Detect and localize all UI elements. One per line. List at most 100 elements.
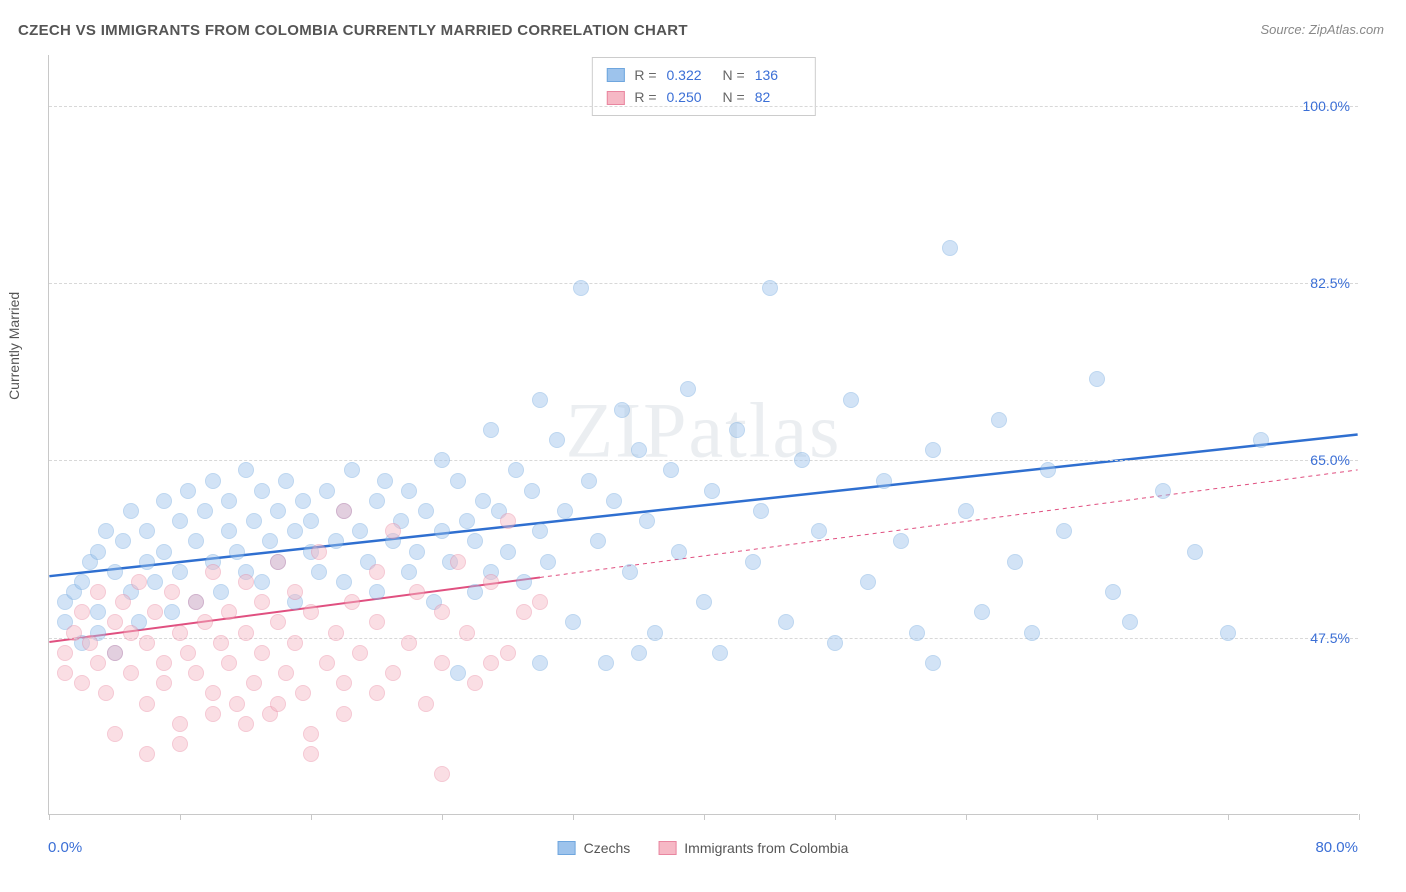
scatter-point [631,645,647,661]
x-tick [442,814,443,820]
scatter-point [500,645,516,661]
scatter-point [74,604,90,620]
scatter-point [90,544,106,560]
scatter-point [459,513,475,529]
scatter-point [639,513,655,529]
scatter-point [188,665,204,681]
scatter-point [139,746,155,762]
scatter-point [369,493,385,509]
scatter-point [205,706,221,722]
scatter-point [164,584,180,600]
scatter-point [450,473,466,489]
scatter-point [876,473,892,489]
scatter-point [532,392,548,408]
scatter-point [500,513,516,529]
scatter-point [238,716,254,732]
scatter-point [647,625,663,641]
scatter-point [221,493,237,509]
scatter-point [238,625,254,641]
scatter-point [606,493,622,509]
source-label: Source: ZipAtlas.com [1260,22,1384,37]
scatter-point [958,503,974,519]
scatter-point [352,645,368,661]
scatter-point [385,665,401,681]
scatter-point [344,594,360,610]
scatter-point [893,533,909,549]
scatter-point [213,635,229,651]
scatter-point [328,533,344,549]
scatter-point [467,675,483,691]
scatter-point [434,655,450,671]
scatter-point [311,564,327,580]
scatter-point [156,493,172,509]
y-tick-label: 47.5% [1310,630,1350,646]
scatter-point [123,665,139,681]
scatter-point [1253,432,1269,448]
scatter-point [90,604,106,620]
scatter-point [74,574,90,590]
x-tick [311,814,312,820]
scatter-point [147,574,163,590]
legend-swatch-colombia [658,841,676,855]
grid-line [49,283,1358,284]
legend: Czechs Immigrants from Colombia [558,840,849,856]
scatter-point [778,614,794,630]
scatter-point [172,736,188,752]
scatter-point [549,432,565,448]
scatter-point [254,574,270,590]
scatter-point [671,544,687,560]
trend-lines [49,55,1358,814]
scatter-point [254,483,270,499]
scatter-point [459,625,475,641]
scatter-point [270,614,286,630]
stat-swatch [606,68,624,82]
scatter-point [1105,584,1121,600]
scatter-point [205,473,221,489]
scatter-point [229,544,245,560]
scatter-point [401,483,417,499]
scatter-point [1007,554,1023,570]
scatter-point [123,503,139,519]
scatter-point [172,513,188,529]
y-tick-label: 82.5% [1310,275,1350,291]
scatter-point [409,584,425,600]
scatter-point [532,523,548,539]
scatter-point [483,655,499,671]
scatter-point [295,685,311,701]
scatter-point [57,665,73,681]
scatter-point [319,483,335,499]
scatter-point [270,554,286,570]
scatter-point [475,493,491,509]
scatter-point [369,614,385,630]
scatter-point [909,625,925,641]
scatter-point [139,696,155,712]
scatter-point [344,462,360,478]
stat-row: R =0.322N =136 [606,64,800,86]
scatter-point [90,584,106,600]
stat-r-value: 0.322 [667,64,713,86]
scatter-point [205,564,221,580]
scatter-point [483,422,499,438]
scatter-point [991,412,1007,428]
scatter-point [434,452,450,468]
scatter-point [860,574,876,590]
scatter-point [450,665,466,681]
scatter-point [369,584,385,600]
scatter-point [704,483,720,499]
scatter-point [811,523,827,539]
scatter-point [336,675,352,691]
stats-box: R =0.322N =136R =0.250N =82 [591,57,815,116]
scatter-point [467,584,483,600]
scatter-point [1089,371,1105,387]
x-tick [180,814,181,820]
scatter-point [680,381,696,397]
scatter-point [295,493,311,509]
scatter-point [172,564,188,580]
scatter-point [131,574,147,590]
scatter-point [745,554,761,570]
scatter-point [303,746,319,762]
scatter-point [434,604,450,620]
scatter-point [1187,544,1203,560]
scatter-point [336,574,352,590]
scatter-point [147,604,163,620]
